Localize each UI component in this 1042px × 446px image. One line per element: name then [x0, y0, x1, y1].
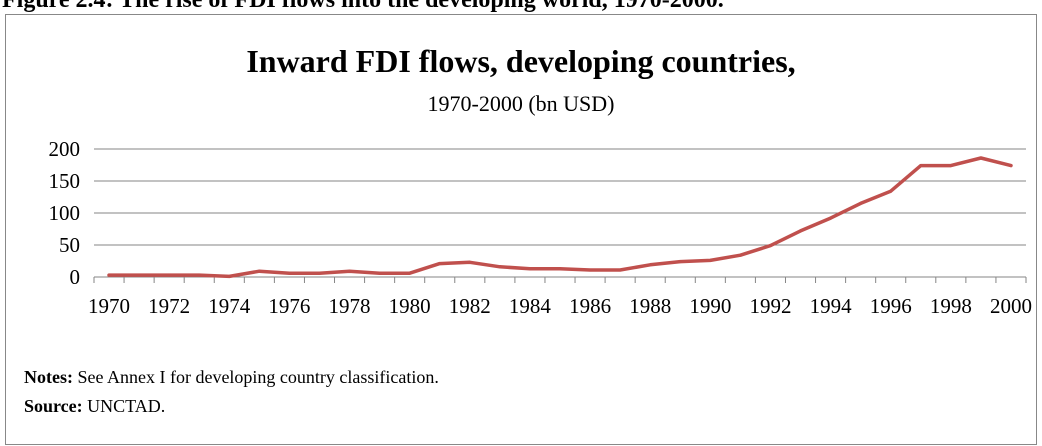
notes-text: See Annex I for developing country class…: [72, 367, 439, 387]
series-line: [107, 156, 1013, 279]
data-point: [137, 273, 141, 277]
data-point: [859, 201, 863, 205]
x-tick-label: 1978: [329, 294, 371, 318]
data-point: [618, 268, 622, 272]
x-tick-label: 1972: [148, 294, 190, 318]
data-point: [257, 269, 261, 273]
notes-line: Notes: See Annex I for developing countr…: [24, 367, 439, 388]
data-point: [438, 262, 442, 266]
data-point: [498, 265, 502, 269]
source-line: Source: UNCTAD.: [24, 396, 165, 417]
data-point: [979, 156, 983, 160]
data-point: [949, 164, 953, 168]
data-point: [348, 269, 352, 273]
data-point: [227, 274, 231, 278]
y-tick-label: 200: [49, 137, 81, 161]
data-point: [528, 267, 532, 271]
x-tick-label: 1982: [449, 294, 491, 318]
x-tick-label: 1976: [268, 294, 310, 318]
chart-title: Inward FDI flows, developing countries,: [246, 43, 796, 79]
notes-label: Notes:: [24, 367, 73, 387]
y-tick-label: 50: [59, 233, 80, 257]
data-point: [889, 189, 893, 193]
line-chart: 0 50 100 150 200 1970 1972 1974 1976 1978 1980 1982…: [49, 137, 1032, 318]
data-point: [558, 267, 562, 271]
x-tick-label: 1990: [689, 294, 731, 318]
y-tick-label: 150: [49, 169, 81, 193]
x-tick-label: 1974: [208, 294, 251, 318]
data-point: [799, 229, 803, 233]
data-point: [919, 164, 923, 168]
data-point: [768, 244, 772, 248]
data-point: [107, 273, 111, 277]
data-point: [829, 216, 833, 220]
x-tick-label: 1984: [509, 294, 552, 318]
data-point: [287, 271, 291, 275]
data-point: [167, 273, 171, 277]
data-point: [648, 263, 652, 267]
data-point: [738, 253, 742, 257]
data-point: [588, 268, 592, 272]
x-tick-label: 1988: [629, 294, 671, 318]
x-tick-label: 1996: [870, 294, 912, 318]
x-tick-label: 1970: [88, 294, 130, 318]
data-point: [197, 273, 201, 277]
data-point: [678, 260, 682, 264]
x-tick-label: 1994: [810, 294, 853, 318]
data-point: [468, 260, 472, 264]
chart-frame: 0 50 100 150 200 1970 1972 1974 1976 1978 1980 1982…: [5, 14, 1037, 445]
x-tick-label: 2000: [990, 294, 1032, 318]
x-tick-label: 1980: [389, 294, 431, 318]
data-point: [1009, 164, 1013, 168]
x-tick-label: 1986: [569, 294, 611, 318]
chart-subtitle: 1970-2000 (bn USD): [427, 91, 615, 116]
data-point: [408, 271, 412, 275]
source-text: UNCTAD.: [82, 396, 166, 416]
figure-caption: Figure 2.4: The rise of FDI flows into t…: [2, 0, 724, 13]
y-tick-label: 100: [49, 201, 81, 225]
x-tick-label: 1998: [930, 294, 972, 318]
data-point: [317, 271, 321, 275]
data-point: [378, 271, 382, 275]
data-point: [708, 258, 712, 262]
x-tick-label: 1992: [749, 294, 791, 318]
source-label: Source:: [24, 396, 83, 416]
y-tick-label: 0: [70, 265, 81, 289]
